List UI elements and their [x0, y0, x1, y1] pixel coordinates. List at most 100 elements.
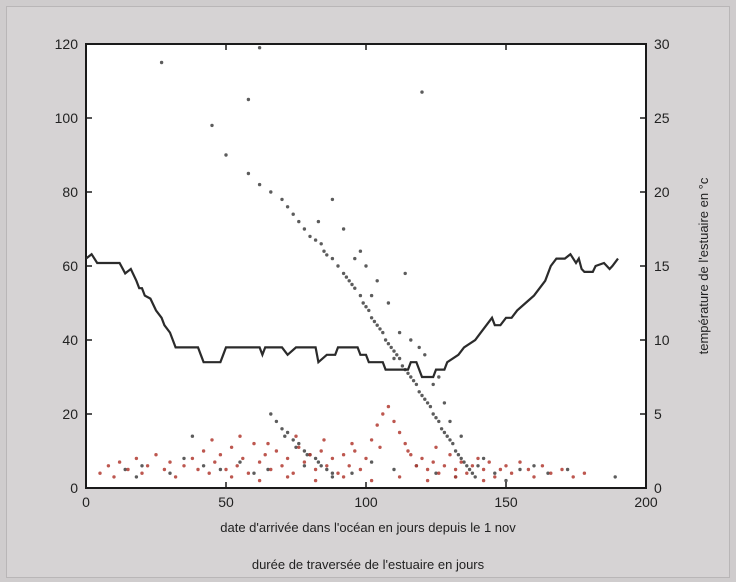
dark-scatter-series — [123, 46, 617, 483]
red-scatter-point — [406, 449, 410, 453]
dark-scatter-point — [285, 430, 290, 435]
red-scatter-point — [257, 460, 262, 464]
red-scatter-point — [294, 434, 298, 438]
dark-scatter-point — [437, 419, 441, 424]
y-right-tick-label: 10 — [654, 332, 670, 348]
dark-scatter-point — [437, 375, 441, 379]
dark-scatter-point — [159, 60, 164, 65]
dark-scatter-point — [425, 401, 430, 405]
y-right-tick-label: 15 — [654, 258, 670, 274]
dark-scatter-point — [322, 249, 326, 253]
dark-scatter-point — [134, 475, 139, 479]
red-scatter-point — [126, 467, 130, 472]
dark-scatter-point — [411, 379, 416, 383]
red-scatter-point — [414, 464, 419, 468]
red-scatter-point — [434, 445, 438, 449]
red-scatter-point — [173, 475, 178, 479]
dark-scatter-point — [423, 397, 427, 401]
dark-scatter-point — [297, 441, 301, 446]
dark-scatter-point — [465, 464, 469, 468]
red-scatter-point — [313, 478, 318, 483]
points-layer — [98, 46, 617, 483]
x-tick-label: 200 — [634, 494, 658, 510]
red-scatter-point — [453, 475, 458, 479]
dark-scatter-point — [246, 97, 251, 102]
dark-scatter-point — [369, 460, 374, 464]
dark-scatter-point — [448, 419, 452, 424]
dark-scatter-point — [420, 393, 424, 398]
dark-scatter-point — [305, 453, 309, 457]
right-axis-title: température de l'estuaire en °c — [696, 177, 711, 354]
dark-scatter-point — [302, 227, 307, 231]
dark-scatter-point — [224, 153, 228, 157]
dark-scatter-point — [406, 371, 410, 375]
red-scatter-point — [375, 423, 379, 427]
dark-scatter-point — [218, 467, 223, 472]
red-scatter-point — [350, 441, 354, 446]
red-scatter-point — [470, 464, 475, 468]
dark-scatter-point — [190, 434, 195, 438]
dark-scatter-point — [451, 441, 455, 446]
dark-scatter-point — [395, 353, 399, 357]
red-scatter-point — [336, 471, 340, 475]
y-left-tick-label: 60 — [62, 258, 78, 274]
dark-scatter-point — [291, 438, 295, 442]
dark-scatter-point — [257, 46, 262, 50]
red-scatter-point — [369, 478, 374, 483]
dark-scatter-point — [364, 305, 368, 309]
red-scatter-point — [252, 441, 256, 446]
dark-scatter-point — [504, 478, 508, 483]
red-scatter-point — [341, 453, 346, 457]
red-scatter-point — [540, 464, 545, 468]
dark-scatter-point — [546, 471, 550, 475]
dark-scatter-point — [448, 438, 452, 442]
red-scatter-point — [154, 453, 158, 457]
dark-scatter-point — [358, 293, 363, 298]
y-left-tick-label: 40 — [62, 332, 78, 348]
dark-scatter-point — [400, 364, 405, 368]
dark-scatter-point — [431, 382, 435, 387]
red-scatter-series — [98, 404, 587, 483]
dark-scatter-point — [353, 256, 357, 261]
red-scatter-point — [140, 471, 144, 475]
red-scatter-point — [403, 441, 407, 446]
red-scatter-point — [297, 445, 301, 449]
dark-scatter-point — [364, 264, 368, 268]
red-scatter-point — [409, 453, 413, 457]
dark-scatter-point — [330, 197, 335, 202]
dark-scatter-point — [459, 456, 463, 461]
dark-scatter-point — [456, 453, 461, 457]
red-scatter-point — [347, 464, 351, 468]
y-left-tick-label: 120 — [55, 36, 79, 52]
y-right-tick-label: 5 — [654, 406, 662, 422]
dark-scatter-point — [431, 412, 435, 416]
dark-scatter-point — [347, 279, 351, 283]
dark-scatter-point — [319, 242, 323, 246]
red-scatter-point — [266, 441, 270, 446]
red-scatter-point — [397, 475, 402, 479]
red-scatter-point — [453, 467, 458, 472]
red-scatter-point — [493, 475, 497, 479]
temperature-line — [85, 252, 619, 379]
red-scatter-point — [582, 471, 587, 475]
dark-scatter-point — [518, 467, 522, 472]
red-scatter-point — [392, 419, 396, 424]
dark-scatter-point — [361, 301, 365, 305]
dark-scatter-point — [423, 353, 427, 357]
dark-scatter-point — [358, 249, 363, 253]
dark-scatter-point — [367, 308, 371, 313]
red-scatter-point — [397, 430, 402, 435]
x-tick-label: 150 — [494, 494, 518, 510]
dark-scatter-point — [341, 227, 346, 231]
dark-scatter-point — [453, 449, 458, 453]
red-scatter-point — [285, 456, 290, 461]
dark-scatter-point — [313, 238, 318, 242]
dark-scatter-point — [409, 338, 413, 342]
dark-scatter-point — [353, 286, 357, 290]
red-scatter-point — [442, 464, 447, 468]
red-scatter-point — [504, 464, 508, 468]
red-scatter-point — [378, 445, 382, 449]
red-scatter-point — [571, 475, 575, 479]
red-scatter-point — [201, 449, 206, 453]
